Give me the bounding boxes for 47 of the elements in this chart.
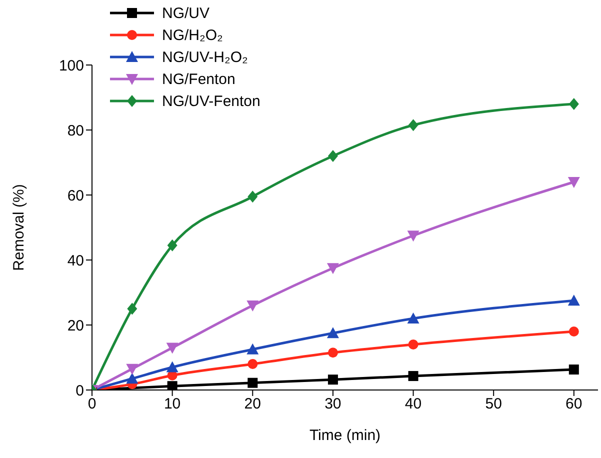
point	[166, 342, 178, 354]
legend-label: NG/H₂O₂	[162, 26, 223, 44]
y-tick-label: 20	[67, 317, 84, 334]
y-tick-label: 0	[76, 382, 84, 400]
point	[568, 177, 580, 188]
point	[126, 372, 138, 384]
point	[246, 300, 259, 312]
legend-label: NG/UV-H₂O₂	[162, 48, 248, 66]
point	[408, 371, 418, 382]
point	[407, 230, 420, 242]
point	[167, 239, 178, 252]
point	[328, 374, 338, 385]
point	[127, 302, 138, 315]
point	[568, 98, 579, 110]
x-tick-label: 10	[164, 396, 181, 413]
y-axis-title: Removal (%)	[10, 184, 28, 271]
point	[408, 340, 418, 350]
x-tick-label: 0	[88, 396, 96, 413]
x-tick-label: 40	[404, 396, 422, 413]
point	[248, 359, 258, 369]
point	[568, 326, 579, 336]
point	[126, 364, 138, 375]
point	[248, 378, 258, 388]
point	[568, 364, 579, 375]
point	[326, 327, 339, 338]
x-tick-label: 30	[324, 396, 342, 413]
point	[568, 294, 580, 306]
point	[246, 343, 259, 354]
legend-label: NG/UV-Fenton	[162, 92, 260, 110]
point	[326, 263, 339, 274]
point	[407, 312, 420, 324]
y-tick-label: 40	[67, 252, 84, 270]
y-tick-label: 80	[67, 122, 84, 140]
point	[248, 190, 258, 203]
y-tick-label: 100	[58, 57, 84, 74]
legend-label: NG/Fenton	[162, 70, 236, 88]
point	[328, 150, 338, 162]
x-tick-label: 60	[566, 396, 582, 413]
x-axis-title: Time (min)	[309, 427, 381, 444]
point	[328, 348, 338, 358]
point	[166, 361, 178, 372]
legend-label: NG/UV	[162, 4, 210, 22]
x-tick-label: 50	[485, 396, 502, 413]
x-tick-label: 20	[244, 396, 261, 413]
point	[167, 381, 178, 390]
point	[408, 119, 418, 132]
y-tick-label: 60	[67, 187, 84, 204]
